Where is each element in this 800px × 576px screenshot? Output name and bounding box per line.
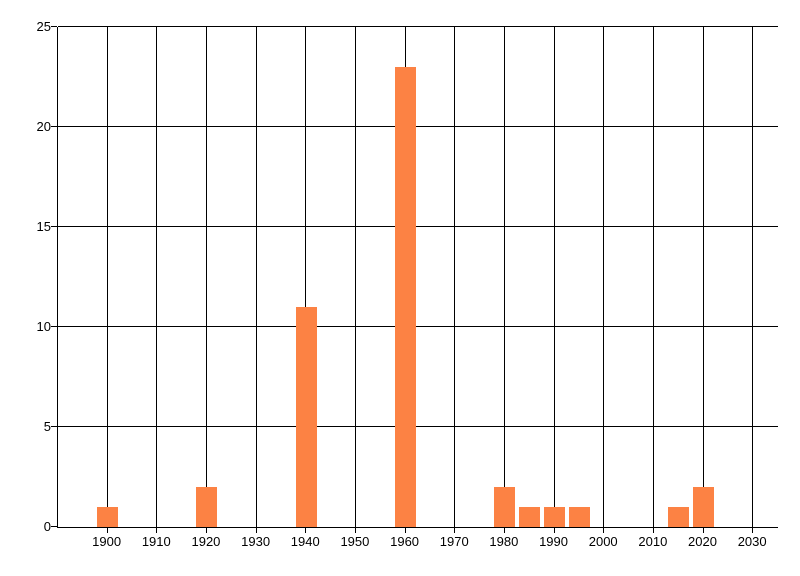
x-tick-label: 2030 (737, 534, 767, 549)
x-tick (404, 527, 406, 533)
x-tick (205, 527, 207, 533)
y-gridline (58, 426, 778, 427)
x-tick-label: 2010 (638, 534, 668, 549)
x-tick-label: 1960 (390, 534, 420, 549)
bar-2015 (668, 507, 689, 527)
x-tick-label: 1940 (290, 534, 320, 549)
x-tick (106, 527, 108, 533)
bar-1920 (196, 487, 217, 527)
x-gridline (305, 27, 307, 527)
x-tick (702, 527, 704, 533)
x-tick-label: 1990 (539, 534, 568, 549)
bar-1990 (544, 507, 565, 527)
y-tick (51, 126, 57, 127)
bar-1900 (97, 507, 118, 527)
y-tick-label: 25 (36, 19, 51, 34)
y-tick (51, 326, 57, 327)
x-gridline (106, 27, 108, 527)
x-gridline (702, 27, 704, 527)
x-gridline (354, 27, 356, 527)
x-tick (603, 527, 605, 533)
y-tick (51, 226, 57, 227)
x-gridline (652, 27, 654, 527)
x-gridline (205, 27, 207, 527)
x-tick-label: 2000 (588, 534, 618, 549)
x-gridline (553, 27, 555, 527)
x-tick (255, 527, 257, 533)
bar-1980 (494, 487, 515, 527)
bar-1985 (519, 507, 540, 527)
y-tick-label: 0 (43, 519, 51, 534)
x-tick (652, 527, 654, 533)
x-gridline (503, 27, 505, 527)
y-tick-label: 20 (36, 119, 51, 134)
x-gridline (255, 27, 257, 527)
y-gridline (58, 226, 778, 227)
x-tick-label: 1970 (439, 534, 469, 549)
x-tick (454, 527, 456, 533)
x-tick (553, 527, 555, 533)
x-gridline (603, 27, 605, 527)
x-tick-label: 1920 (191, 534, 221, 549)
y-gridline (58, 26, 778, 27)
x-tick-label: 1930 (241, 534, 271, 549)
x-tick (354, 527, 356, 533)
y-tick (51, 526, 57, 527)
y-tick (51, 26, 57, 27)
y-gridline (58, 326, 778, 327)
bar-1960 (395, 67, 416, 527)
x-tick (752, 527, 754, 533)
x-tick-label: 1900 (92, 534, 122, 549)
x-tick (305, 527, 307, 533)
x-gridline (156, 27, 158, 527)
y-tick (51, 426, 57, 427)
x-gridline (752, 27, 754, 527)
x-gridline (454, 27, 456, 527)
plot-area (51, 26, 778, 533)
bar-1940 (296, 307, 317, 527)
x-tick (503, 527, 505, 533)
x-tick-label: 1910 (141, 534, 171, 549)
bar-2020 (693, 487, 714, 527)
y-tick-label: 10 (36, 319, 51, 334)
y-tick-label: 5 (43, 419, 51, 434)
y-tick-label: 15 (36, 219, 51, 234)
x-tick-label: 2020 (688, 534, 717, 549)
x-tick-label: 1980 (489, 534, 519, 549)
bar-1995 (569, 507, 590, 527)
x-tick-label: 1950 (340, 534, 370, 549)
x-tick (156, 527, 158, 533)
y-gridline (58, 126, 778, 127)
